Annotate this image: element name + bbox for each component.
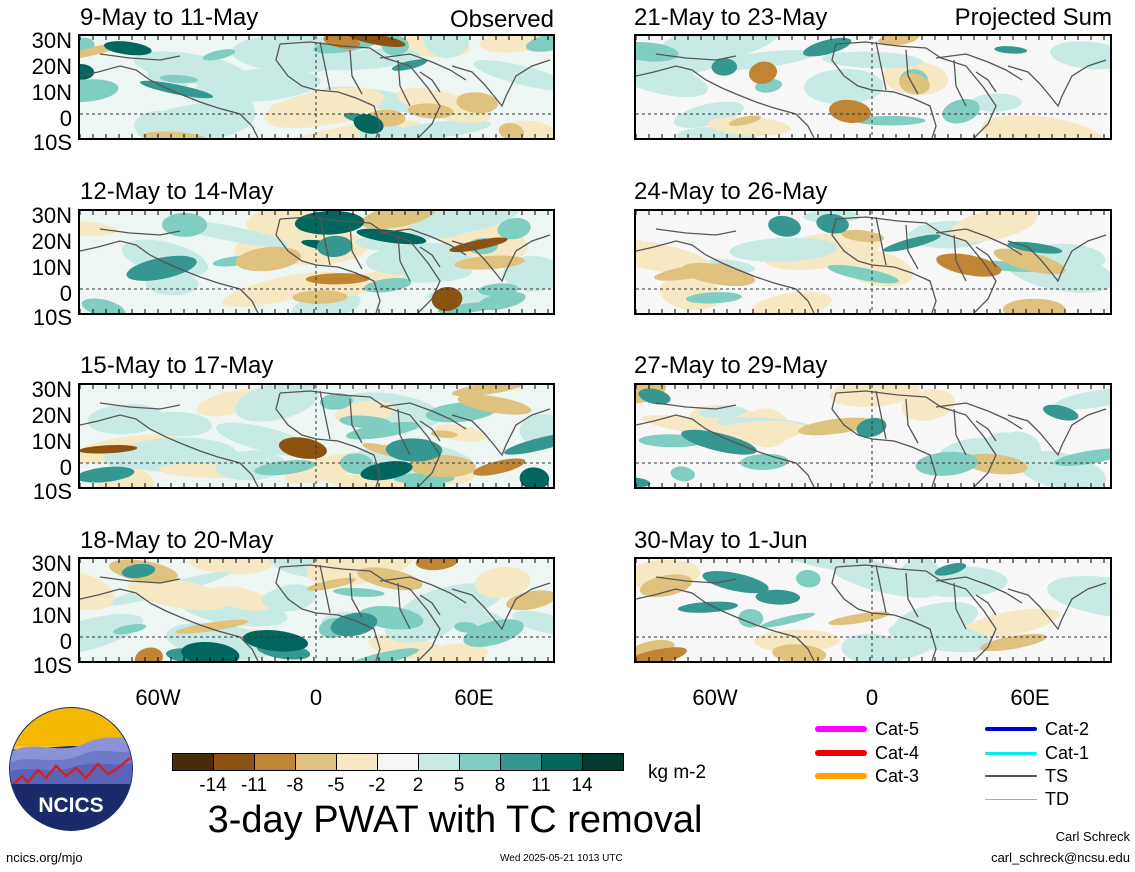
map-panel-proj-2 [634,209,1112,315]
lat-label: 20N [31,54,72,79]
colorbar-swatch [295,753,337,771]
lat-label: 30N [31,551,72,576]
tc-legend-line [815,773,867,779]
colorbar-swatch [500,753,542,771]
map-panel-obs-3 [78,383,555,489]
lat-label: 10N [31,80,72,105]
lon-label-60w-right: 60W [692,685,738,710]
tc-legend-label: TD [1045,789,1069,809]
colorbar-swatch [582,753,624,771]
tc-legend-label: Cat-4 [875,743,920,763]
footer-timestamp: Wed 2025-05-21 1013 UTC [500,853,623,864]
lon-label-0-left: 0 [309,685,323,710]
panel-title-proj-2: 24-May to 26-May [634,178,828,205]
pwat-field [80,36,553,138]
panel-title-obs-1: 9-May to 11-May [80,4,259,31]
tc-legend-label: Cat-2 [1045,719,1090,739]
main-title: 3-day PWAT with TC removal [207,799,703,841]
colorbar-unit: kg m-2 [648,762,707,783]
map-panel-obs-4 [78,557,555,663]
pwat-field [80,559,553,661]
lat-label: 10S [32,130,72,155]
lat-label: 10N [31,255,72,280]
colorbar-swatch [172,753,214,771]
colorbar-swatch [213,753,255,771]
lat-label: 10S [32,653,72,678]
map-panel-obs-2 [78,209,555,315]
colorbar-swatch [418,753,460,771]
tc-legend-line [985,727,1037,731]
tc-legend-line [985,751,1037,755]
lon-label-60e-right: 60E [1010,685,1050,710]
panel-title-proj-1: 21-May to 23-May [634,4,828,31]
tc-legend-label: Cat-5 [875,719,920,739]
tc-legend-line [985,775,1037,777]
lon-label-60w-left: 60W [135,685,181,710]
svg-text:NCICS: NCICS [38,794,103,817]
lat-label: 30N [31,203,72,228]
footer-email: carl_schreck@ncsu.edu [991,850,1130,865]
tc-legend-line [985,798,1037,800]
lat-label: 10S [32,479,72,504]
colorbar-tick-label: -14 [199,775,227,796]
footer-author: Carl Schreck [1055,829,1130,844]
pwat-field [80,385,553,487]
panel-title-obs-2: 12-May to 14-May [80,178,274,205]
map-panel-proj-3 [634,383,1112,489]
tc-legend-label: TS [1045,766,1069,786]
colorbar-swatch [254,753,296,771]
lon-label-0-right: 0 [865,685,879,710]
pwat-field [636,211,1110,313]
lat-label: 20N [31,403,72,428]
lat-label: 0 [59,106,72,131]
footer-website: ncics.org/mjo [6,850,83,865]
observed-label: Observed [449,6,554,33]
colorbar-tick-label: 14 [571,775,593,796]
ncics-logo-icon: NCICS [9,707,133,831]
colorbar-swatch [336,753,378,771]
projected-label: Projected Sum [954,4,1112,31]
lon-label-60e-left: 60E [454,685,494,710]
colorbar-tick-label: 8 [494,775,506,796]
colorbar-swatch [377,753,419,771]
pwat-field [636,385,1110,487]
lat-label: 10N [31,429,72,454]
colorbar-tick-label: -2 [368,775,386,796]
lat-label: 0 [59,281,72,306]
pwat-field [636,36,1110,138]
colorbar-tick-label: 2 [412,775,424,796]
tc-legend-line [815,726,867,732]
lat-label: 0 [59,455,72,480]
lat-label: 30N [31,377,72,402]
lat-label: 10S [32,305,72,330]
colorbar-swatch [459,753,501,771]
map-panel-proj-1 [634,34,1112,140]
lat-label: 10N [31,603,72,628]
colorbar-swatch [541,753,583,771]
panel-title-proj-4: 30-May to 1-Jun [634,527,808,554]
ncics-logo: NCICS [8,706,134,832]
colorbar-tick-label: -8 [286,775,304,796]
tc-legend-label: Cat-3 [875,766,920,786]
lat-label: 20N [31,229,72,254]
pwat-field [636,559,1110,661]
panel-title-obs-3: 15-May to 17-May [80,352,274,379]
lat-label: 20N [31,577,72,602]
map-panel-obs-1 [78,34,555,140]
colorbar-tick-label: -11 [240,775,268,796]
panel-title-obs-4: 18-May to 20-May [80,527,274,554]
tc-legend-line [815,750,867,756]
map-panel-proj-4 [634,557,1112,663]
panel-title-proj-3: 27-May to 29-May [634,352,828,379]
lat-label: 0 [59,629,72,654]
colorbar-tick-label: 5 [453,775,465,796]
colorbar-tick-label: 11 [531,775,551,796]
pwat-field [80,211,553,313]
lat-label: 30N [31,28,72,53]
tc-legend-label: Cat-1 [1045,743,1090,763]
colorbar-tick-label: -5 [327,775,345,796]
